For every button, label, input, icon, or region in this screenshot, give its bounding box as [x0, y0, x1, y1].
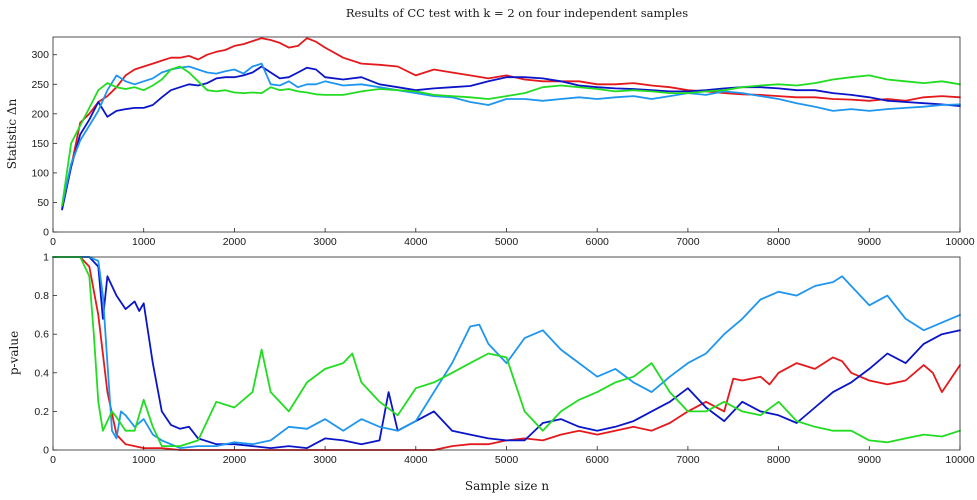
pvalue-x-tick-label: 5000 — [495, 454, 519, 466]
pvalue-x-tick-label: 4000 — [404, 454, 428, 466]
pvalue-panel: p-value Sample size n 0 1000 2000 3000 4000 5… — [7, 252, 975, 494]
statistic-x-tick-label: 7000 — [676, 236, 700, 248]
statistic-y-tick-label: 200 — [31, 108, 49, 120]
statistic-x-tick-label: 2000 — [223, 236, 247, 248]
statistic-x-tick-label: 4000 — [404, 236, 428, 248]
pvalue-series-blue-line — [52, 256, 961, 450]
pvalue-y-axis-label: p-value — [7, 331, 21, 375]
statistic-series-cyan-line — [61, 62, 961, 207]
pvalue-x-tick-label: 2000 — [223, 454, 247, 466]
statistic-series-red-line — [61, 37, 961, 210]
statistic-panel: Statistic Δn 0 1000 2000 3000 4000 5000 6000 70… — [5, 36, 975, 248]
pvalue-y-tick-label: 0.8 — [34, 290, 49, 302]
pvalue-x-tick-label: 3000 — [313, 454, 337, 466]
statistic-series-green-line — [61, 65, 961, 207]
statistic-x-tick-label: 6000 — [586, 236, 610, 248]
statistic-x-tick-label: 5000 — [495, 236, 519, 248]
x-axis-label: Sample size n — [465, 479, 549, 493]
pvalue-x-tick-label: 1000 — [132, 454, 156, 466]
pvalue-x-tick-label: 7000 — [676, 454, 700, 466]
chart-title: Results of CC test with k = 2 on four in… — [346, 6, 688, 20]
pvalue-y-tick-label: 1 — [43, 252, 49, 264]
pvalue-x-tick-label: 6000 — [586, 454, 610, 466]
statistic-y-tick-label: 0 — [43, 227, 49, 239]
statistic-x-tick-label: 1000 — [132, 236, 156, 248]
pvalue-y-tick-label: 0.6 — [34, 329, 49, 341]
statistic-y-tick-label: 150 — [31, 138, 49, 150]
statistic-y-tick-label: 50 — [37, 197, 49, 209]
statistic-series-blue-line — [61, 65, 961, 211]
pvalue-y-tick-label: 0.4 — [34, 367, 49, 379]
pvalue-x-tick-label: 9000 — [858, 454, 882, 466]
statistic-x-tick-label: 3000 — [313, 236, 337, 248]
pvalue-x-tick-label: 8000 — [767, 454, 791, 466]
pvalue-y-tick-label: 0 — [43, 445, 49, 457]
pvalue-plot-area — [52, 256, 961, 451]
statistic-y-tick-label: 100 — [31, 167, 49, 179]
pvalue-x-tick-label: 10000 — [945, 454, 974, 466]
statistic-y-tick-label: 250 — [31, 79, 49, 91]
pvalue-series-green-line — [52, 256, 961, 448]
pvalue-y-tick-label: 0.2 — [34, 406, 49, 418]
pvalue-series-cyan-line — [52, 256, 961, 450]
pvalue-series-red-line — [52, 256, 961, 451]
statistic-x-tick-label: 0 — [50, 236, 56, 248]
statistic-y-axis-label: Statistic Δn — [5, 98, 19, 169]
statistic-x-tick-label: 8000 — [767, 236, 791, 248]
statistic-x-tick-label: 9000 — [858, 236, 882, 248]
pvalue-x-tick-label: 0 — [50, 454, 56, 466]
statistic-x-tick-label: 10000 — [945, 236, 974, 248]
statistic-y-tick-label: 300 — [31, 49, 49, 61]
